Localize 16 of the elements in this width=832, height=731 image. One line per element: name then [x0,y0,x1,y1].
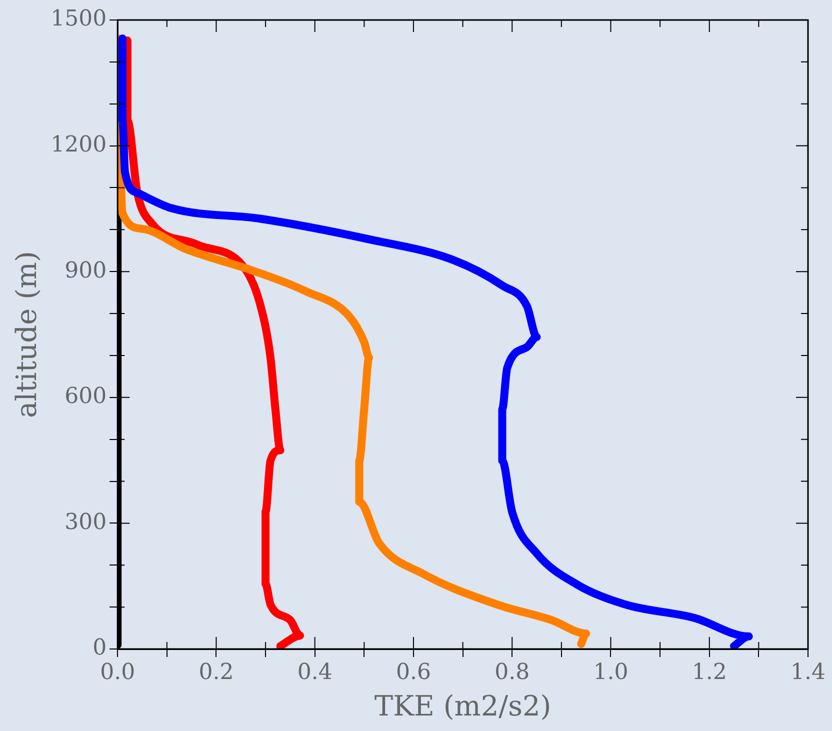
x-tick-label: 0.8 [494,660,530,685]
x-tick-label: 0.0 [100,660,136,685]
x-tick-label: 1.4 [790,660,826,685]
y-tick-label: 1200 [50,132,107,158]
y-tick-label: 1500 [50,6,107,32]
y-tick-label: 600 [64,384,107,410]
y-tick-label: 900 [64,258,107,284]
x-tick-label: 0.6 [396,660,431,685]
y-tick-label: 300 [64,510,107,535]
x-tick-label: 0.4 [297,660,332,685]
x-tick-label: 1.2 [692,660,727,685]
x-axis-title: TKE (m2/s2) [374,689,552,722]
x-tick-label: 0.2 [198,660,234,685]
y-tick-label: 0 [92,636,107,661]
x-tick-label: 1.0 [593,660,628,685]
y-axis-title: altitude (m) [10,251,44,418]
